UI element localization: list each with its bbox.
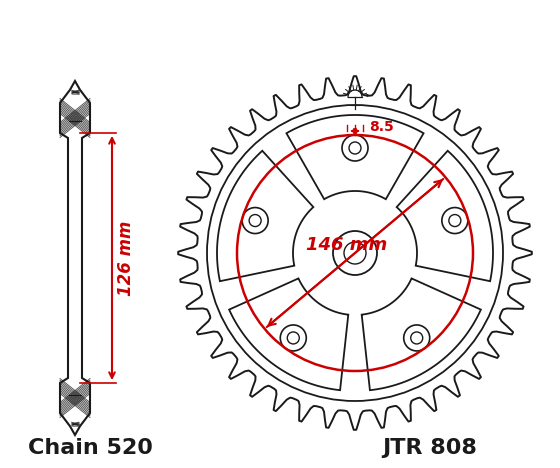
Circle shape [333,231,377,275]
Circle shape [344,242,366,264]
Circle shape [349,142,361,154]
Circle shape [281,325,306,351]
Circle shape [249,214,261,227]
Polygon shape [60,81,90,435]
Circle shape [442,207,468,234]
Circle shape [404,325,430,351]
Circle shape [287,332,299,344]
Text: 146 mm: 146 mm [306,236,388,254]
Polygon shape [286,115,423,199]
Polygon shape [229,278,348,390]
Circle shape [342,135,368,161]
Text: 126 mm: 126 mm [117,220,135,296]
Polygon shape [217,151,314,281]
Circle shape [410,332,423,344]
Polygon shape [396,151,493,281]
Circle shape [242,207,268,234]
Text: JTR 808: JTR 808 [382,438,478,458]
Circle shape [449,214,461,227]
Text: 8.5: 8.5 [369,120,394,134]
Polygon shape [362,278,481,390]
Text: Chain 520: Chain 520 [27,438,152,458]
